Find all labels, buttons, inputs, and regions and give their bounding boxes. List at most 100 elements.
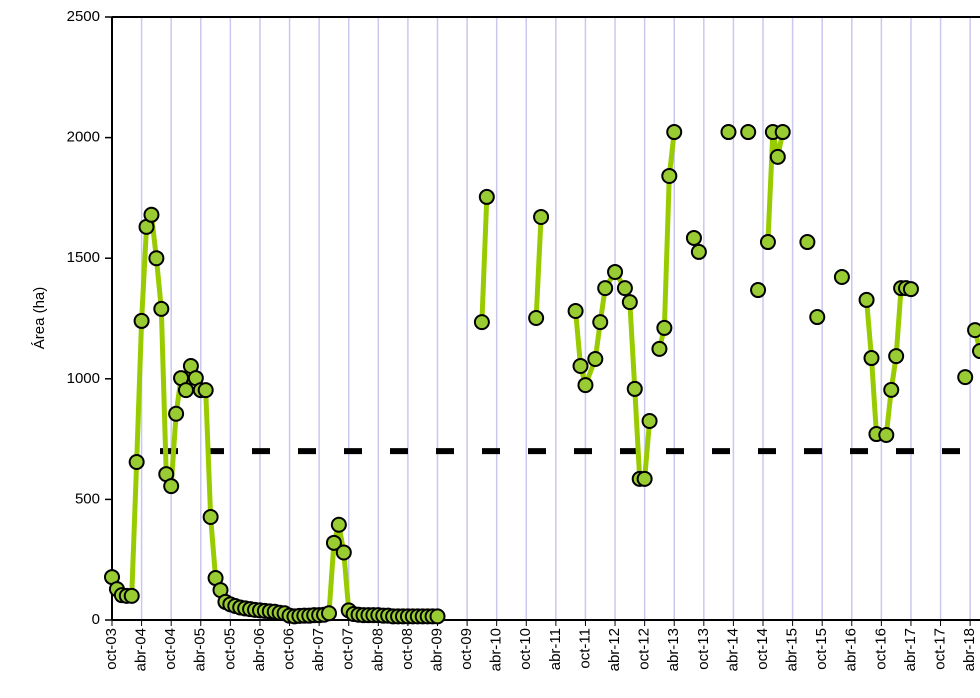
x-tick-label: abr-07 (310, 628, 327, 671)
x-tick-label: oct-13 (695, 628, 712, 670)
x-tick-label: abr-11 (547, 628, 564, 670)
data-point (651, 340, 668, 357)
x-tick-label: oct-12 (636, 628, 653, 670)
data-point (572, 358, 589, 375)
data-point (143, 206, 160, 223)
x-tick-label: oct-06 (281, 628, 298, 670)
data-point (528, 310, 545, 327)
data-point (321, 605, 337, 622)
y-tick-label: 1500 (67, 249, 100, 266)
data-point (592, 314, 609, 331)
data-point (197, 382, 214, 399)
x-tick-label: oct-07 (340, 628, 357, 670)
data-point (666, 124, 683, 141)
data-point (202, 509, 219, 526)
x-tick-label: oct-09 (458, 628, 475, 670)
data-point (621, 294, 638, 311)
data-point (128, 454, 145, 471)
data-point (720, 124, 737, 141)
x-tick-label: oct-05 (221, 628, 238, 670)
data-point (177, 382, 194, 399)
x-tick-label: abr-04 (133, 628, 150, 671)
data-point (809, 309, 826, 326)
data-line (765, 129, 786, 243)
x-tick-label: abr-16 (843, 628, 860, 671)
y-tick-label: 2500 (67, 8, 100, 25)
data-point (967, 322, 980, 339)
data-point (858, 291, 875, 308)
y-tick-label: 0 (92, 611, 100, 628)
data-point (597, 280, 614, 297)
x-tick-label: abr-10 (488, 628, 505, 671)
y-tick-label: 1000 (67, 370, 100, 387)
data-point (163, 478, 180, 495)
y-tick-label: 500 (75, 490, 100, 507)
x-tick-label: oct-08 (399, 628, 416, 670)
data-line (109, 212, 438, 619)
x-tick-label: abr-14 (724, 628, 741, 671)
x-tick-label: oct-17 (932, 628, 949, 670)
data-point (148, 250, 165, 267)
x-tick-label: abr-09 (428, 628, 445, 671)
x-tick-label: oct-10 (517, 628, 534, 670)
x-tick-label: abr-12 (606, 628, 623, 671)
data-point (685, 229, 702, 246)
data-point (325, 534, 342, 551)
data-point (774, 124, 791, 141)
data-point (123, 587, 140, 604)
data-point (972, 343, 980, 360)
data-point (759, 234, 776, 251)
data-point (740, 124, 757, 141)
data-point (335, 544, 352, 561)
data-point (636, 470, 653, 487)
data-point (656, 319, 673, 336)
x-tick-label: abr-18 (961, 628, 978, 671)
data-point (661, 167, 678, 184)
x-tick-label: oct-04 (162, 628, 179, 670)
data-point (878, 426, 895, 443)
data-point (577, 377, 594, 394)
data-point (533, 208, 550, 225)
data-line (479, 196, 490, 323)
data-point (750, 282, 767, 299)
data-point (902, 281, 919, 298)
x-tick-label: oct-11 (576, 628, 593, 669)
data-point (641, 413, 658, 430)
y-tick-label: 2000 (67, 129, 100, 146)
data-point (626, 380, 643, 397)
data-point (957, 369, 974, 386)
data-point (473, 314, 490, 331)
data-line (533, 216, 544, 319)
data-point (567, 303, 584, 320)
data-point (769, 148, 786, 165)
data-line (573, 269, 653, 482)
data-point (863, 350, 880, 367)
data-line (656, 131, 677, 350)
data-point (799, 234, 816, 251)
x-tick-label: abr-17 (902, 628, 919, 671)
data-point (153, 300, 170, 317)
data-point (478, 188, 495, 205)
data-point (429, 608, 446, 625)
x-tick-label: abr-05 (192, 628, 209, 671)
x-tick-label: oct-15 (813, 628, 830, 670)
x-tick-label: oct-16 (872, 628, 889, 670)
data-point (690, 243, 707, 260)
x-tick-label: abr-15 (784, 628, 801, 671)
data-point (833, 269, 850, 286)
x-tick-label: abr-13 (665, 628, 682, 671)
x-tick-label: abr-08 (369, 628, 386, 671)
data-point (168, 405, 185, 422)
data-point (607, 263, 624, 280)
x-tick-label: oct-03 (103, 628, 120, 670)
data-point (616, 280, 633, 297)
data-point (133, 312, 150, 329)
x-tick-label: abr-06 (251, 628, 268, 671)
data-point (883, 381, 900, 398)
data-point (330, 516, 347, 533)
data-point (888, 348, 905, 365)
x-tick-label: oct-14 (754, 628, 771, 670)
y-axis-label: Área (ha) (31, 287, 48, 350)
data-point (587, 351, 604, 368)
